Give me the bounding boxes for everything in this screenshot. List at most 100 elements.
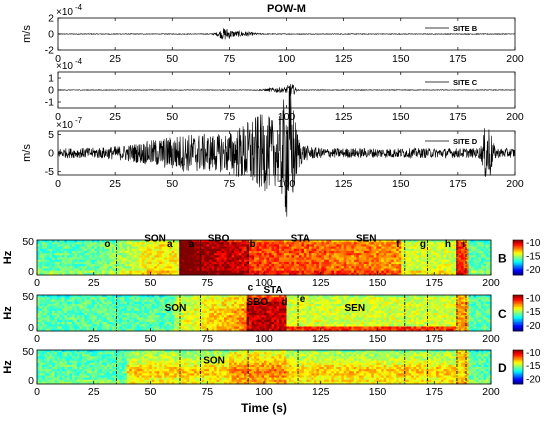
spectrogram-cell (169, 308, 173, 312)
spectrogram-cell (139, 242, 143, 245)
spectrogram-cell (171, 310, 175, 314)
spectrogram-cell (336, 313, 340, 316)
spectrogram-cell (283, 266, 287, 269)
spectrogram-cell (468, 261, 472, 265)
spectrogram-cell (266, 250, 270, 254)
spectrogram-cell (411, 253, 415, 256)
spectrogram-cell (99, 257, 103, 261)
spectrogram-cell (388, 313, 392, 316)
spectrogram-cell (408, 266, 412, 269)
spectrogram-cell (219, 310, 222, 314)
spectrogram-cell (348, 301, 352, 305)
spectrogram-cell (323, 299, 327, 303)
spectrogram-cell (37, 253, 40, 256)
spectrogram-cell (306, 261, 310, 265)
spectrogram-cell (91, 270, 95, 274)
spectrogram-cell (179, 313, 183, 316)
spectrogram-cell (398, 244, 402, 247)
spectrogram-cell (204, 308, 208, 312)
spectrogram-cell (418, 304, 422, 307)
spectrogram-cell (458, 270, 462, 274)
spectrogram-cell (321, 240, 325, 243)
spectrogram-cell (216, 264, 220, 267)
spectrogram-cell (199, 272, 203, 276)
spectrogram-cell (156, 244, 160, 247)
spectrogram-cell (301, 301, 305, 305)
spectrogram-cell (311, 259, 315, 263)
spectrogram-cell (146, 255, 150, 258)
spectrogram-cell (318, 295, 322, 298)
spectrogram-cell (56, 261, 60, 265)
spectrogram-cell (366, 310, 370, 314)
y-axis-label: m/s (21, 25, 33, 43)
spectrogram-cell (471, 244, 474, 247)
spectrogram-cell (363, 272, 367, 276)
spectrogram-cell (134, 261, 138, 265)
spectrogram-cell (94, 295, 98, 298)
spectrogram-cell (224, 257, 227, 261)
spectrogram-cell (296, 257, 300, 261)
spectrogram-cell (159, 315, 163, 318)
x-tick-label: 75 (224, 111, 236, 123)
spectrogram-cell (56, 264, 60, 267)
spectrogram-cell (466, 315, 469, 318)
spectrogram-cell (199, 248, 203, 252)
spectrogram-cell (393, 264, 397, 267)
spectrogram-cell (366, 253, 370, 256)
spectrogram-cell (61, 268, 65, 272)
spectrogram-cell (224, 306, 227, 309)
spectrogram-cell (298, 255, 302, 258)
spectrogram-cell (191, 244, 195, 247)
spectrogram-cell (411, 244, 415, 247)
spectrogram-cell (109, 259, 113, 263)
spectrogram-cell (351, 261, 355, 265)
spectrogram-cell (46, 261, 50, 265)
spectrogram-cell (79, 272, 83, 276)
spectrogram-cell (204, 242, 208, 245)
spectrogram-cell (204, 304, 208, 307)
spectrogram-cell (308, 306, 312, 309)
spectrogram-cell (341, 268, 345, 272)
spectrogram-cell (376, 301, 380, 305)
spectrogram-cell (176, 257, 180, 261)
spectrogram-cell (381, 257, 385, 261)
spectrogram-cell (184, 244, 188, 247)
spectrogram-cell (318, 259, 322, 263)
spectrogram-cell (488, 255, 492, 258)
spectrogram-cell (239, 304, 242, 307)
spectrogram-cell (111, 248, 115, 252)
spectrogram-cell (323, 266, 327, 269)
spectrogram-cell (301, 306, 305, 309)
spectrogram-cell (76, 242, 80, 245)
spectrogram-cell (219, 301, 222, 305)
spectrogram-cell (171, 244, 175, 247)
spectrogram-cell (219, 297, 222, 300)
spectrogram-cell (151, 246, 155, 250)
spectrogram-cell (254, 253, 257, 256)
spectrogram-cell (321, 310, 325, 314)
spectrogram-cell (348, 261, 352, 265)
spectrogram-cell (366, 248, 370, 252)
legend-label: SITE D (453, 137, 478, 146)
spectrogram-cell (268, 313, 272, 316)
spectrogram-cell (373, 261, 377, 265)
spectrogram-cell (241, 248, 245, 252)
spectrogram-cell (341, 255, 345, 258)
spectrogram-cell (84, 268, 88, 272)
spectrogram-cell (363, 268, 367, 272)
spectrogram-cell (411, 306, 415, 309)
spectrogram-cell (46, 297, 50, 300)
spectrogram-cell (179, 270, 183, 274)
spectrogram-cell (308, 268, 312, 272)
spectrogram-cell (216, 301, 220, 305)
spectrogram-cell (388, 259, 392, 263)
spectrogram-cell (401, 255, 405, 258)
spectrogram-cell (301, 310, 305, 314)
spectrogram-cell (433, 313, 437, 316)
spectrogram-cell (463, 308, 467, 312)
spectrogram-cell (321, 266, 325, 269)
spectrogram-cell (431, 299, 435, 303)
spectrogram-cell (146, 272, 150, 276)
spectrogram-cell (288, 270, 292, 274)
spectrogram-cell (116, 308, 120, 312)
